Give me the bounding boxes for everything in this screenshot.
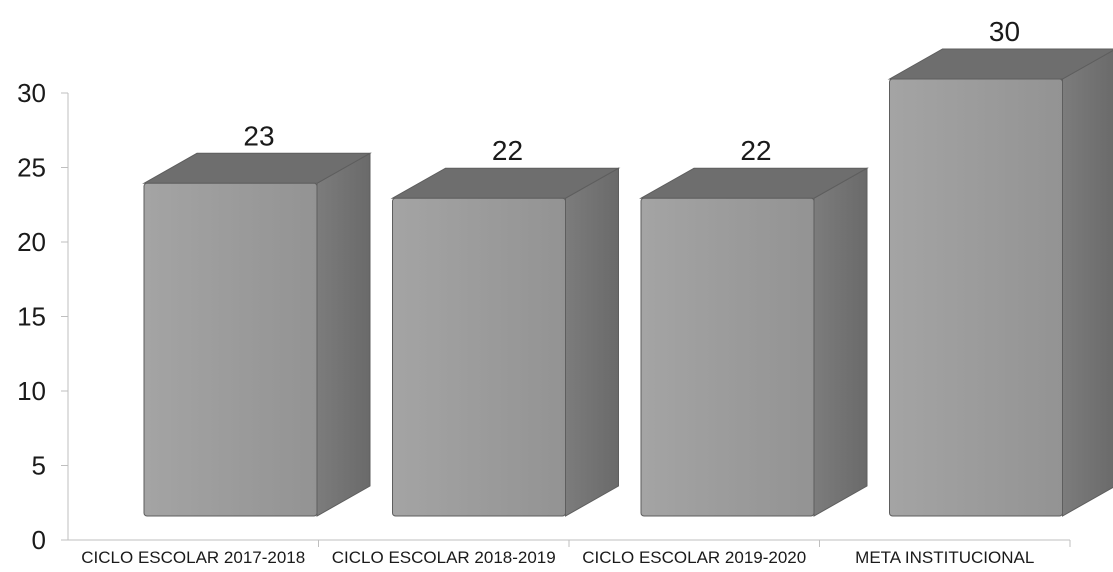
category-label: CICLO ESCOLAR 2017-2018 <box>81 548 305 567</box>
category-label: CICLO ESCOLAR 2019-2020 <box>582 548 806 567</box>
bar-2 <box>390 167 621 517</box>
bar-side-face <box>565 167 619 517</box>
bars <box>142 48 1113 517</box>
category-label: CICLO ESCOLAR 2018-2019 <box>332 548 556 567</box>
bar-side-face <box>316 152 371 517</box>
bar-1 <box>142 152 372 517</box>
data-label: 30 <box>989 16 1020 47</box>
y-tick-label: 15 <box>17 302 46 332</box>
axes: 0 5 10 15 20 25 30 <box>17 78 1071 555</box>
y-tick-label: 20 <box>17 227 46 257</box>
bar-4 <box>887 48 1113 517</box>
data-label: 23 <box>243 120 274 151</box>
category-label: META INSTITUCIONAL <box>855 548 1034 567</box>
data-label: 22 <box>492 135 523 166</box>
bar-front-face <box>889 78 1063 517</box>
y-tick-label: 0 <box>32 525 46 555</box>
bar-side-face <box>813 167 868 517</box>
bar-side-face <box>1062 49 1113 517</box>
y-tick-label: 25 <box>17 153 46 183</box>
y-tick-label: 5 <box>32 451 46 481</box>
bar-front-face <box>143 182 318 517</box>
data-label: 22 <box>740 135 771 166</box>
bar-3 <box>639 167 869 517</box>
bar-front-face <box>640 197 815 517</box>
bar-front-face <box>392 197 566 517</box>
labels: 23 CICLO ESCOLAR 2017-2018 22 CICLO ESCOLAR… <box>81 16 1034 567</box>
y-tick-label: 10 <box>17 376 46 406</box>
y-tick-label: 30 <box>17 78 46 108</box>
